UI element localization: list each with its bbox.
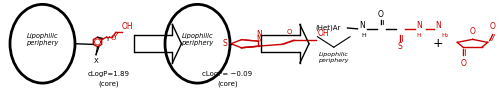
Text: (core): (core) xyxy=(217,81,238,87)
Text: cLogP=1.89: cLogP=1.89 xyxy=(88,71,130,77)
Text: N: N xyxy=(256,35,262,44)
Text: Lipophilic
periphery: Lipophilic periphery xyxy=(26,33,58,46)
Text: O: O xyxy=(110,35,116,41)
Ellipse shape xyxy=(10,4,75,83)
Text: Y: Y xyxy=(105,36,109,42)
Text: OH: OH xyxy=(122,22,133,31)
Text: O: O xyxy=(460,59,466,68)
Text: N: N xyxy=(416,21,422,30)
Text: X: X xyxy=(94,58,98,64)
Text: O: O xyxy=(490,22,496,31)
Text: (Het)Ar: (Het)Ar xyxy=(315,25,340,31)
Text: O: O xyxy=(286,29,292,35)
Text: cLogP= −0.09: cLogP= −0.09 xyxy=(202,71,252,77)
Ellipse shape xyxy=(165,4,230,83)
Text: H: H xyxy=(362,33,366,38)
Text: O: O xyxy=(378,10,384,19)
Text: O: O xyxy=(470,27,476,36)
Text: +: + xyxy=(432,37,443,50)
Text: S: S xyxy=(222,39,227,48)
Text: S: S xyxy=(397,42,402,51)
Text: N: N xyxy=(360,21,365,30)
Text: OH: OH xyxy=(318,29,329,38)
Text: H: H xyxy=(416,33,421,38)
Text: N: N xyxy=(435,21,441,30)
Text: (core): (core) xyxy=(98,81,119,87)
Text: N: N xyxy=(256,30,262,39)
Text: Lipophilic
periphery: Lipophilic periphery xyxy=(182,33,214,46)
Text: H₂: H₂ xyxy=(442,33,449,38)
Text: Lipophilic
periphery: Lipophilic periphery xyxy=(318,52,349,63)
